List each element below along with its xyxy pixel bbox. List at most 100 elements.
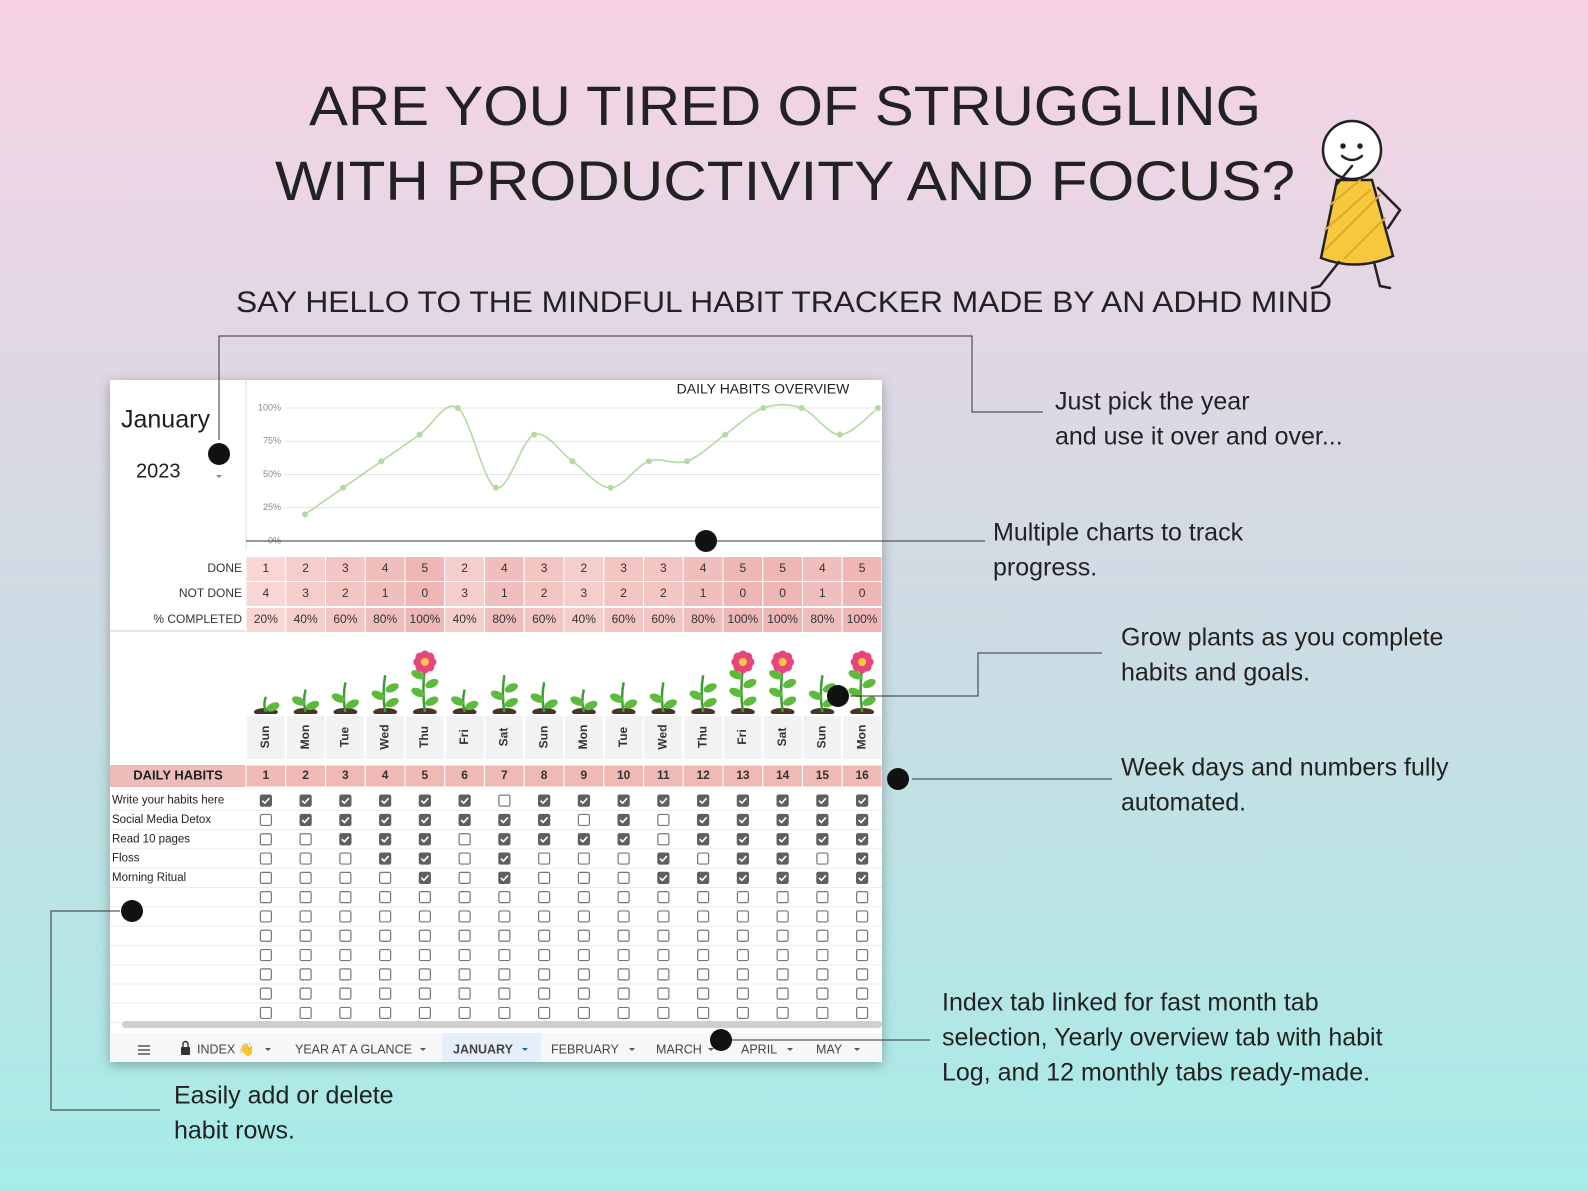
habit-name: Morning Ritual — [112, 872, 186, 884]
checkbox — [736, 871, 749, 884]
checkmark — [858, 836, 867, 843]
callout-text: habits and goals. — [1121, 659, 1310, 687]
sheet-tab[interactable]: FEBRUARY — [551, 1042, 620, 1056]
checkbox — [538, 833, 551, 846]
tab-arrow — [629, 1048, 635, 1051]
stat-cell — [802, 607, 843, 633]
checkbox — [379, 929, 392, 942]
stat-cell — [762, 556, 803, 582]
weekday-cell — [364, 714, 406, 761]
connector-line — [850, 652, 1102, 697]
day-number: 16 — [855, 768, 869, 782]
point — [302, 511, 308, 518]
checkmark — [381, 797, 390, 805]
y-tick-label: 0% — [268, 535, 281, 545]
stat-value: 0 — [422, 586, 429, 600]
sheet-tab[interactable]: MARCH — [656, 1042, 702, 1056]
checkbox — [657, 929, 670, 942]
checkmark — [738, 836, 747, 843]
point — [875, 405, 881, 411]
point — [684, 458, 690, 465]
sheet-tab[interactable]: JANUARY — [453, 1042, 514, 1056]
header-cell — [110, 765, 246, 787]
plant-leaf — [703, 697, 717, 708]
checkbox — [458, 968, 471, 981]
stat-cell — [643, 607, 684, 633]
point — [493, 484, 499, 491]
point — [798, 405, 805, 411]
plant-leaf — [769, 687, 783, 698]
lock-shackle — [182, 1040, 189, 1047]
checkbox — [299, 1006, 312, 1020]
weekday-cell — [801, 714, 844, 761]
checkbox — [816, 929, 829, 942]
stat-value: 2 — [620, 586, 627, 600]
checkmark — [778, 855, 787, 863]
checkbox — [458, 852, 471, 865]
plant-stem — [700, 674, 705, 713]
point — [722, 431, 729, 438]
checkbox — [458, 891, 471, 904]
y-tick-label: 25% — [263, 502, 281, 512]
checkbox — [458, 948, 471, 962]
checkmark — [381, 816, 390, 824]
plant-leaf — [490, 690, 504, 700]
stat-value: 40% — [572, 612, 596, 626]
lock-icon — [181, 1047, 190, 1055]
day-number: 10 — [617, 768, 631, 782]
weekday-cell — [284, 714, 327, 761]
checkbox — [776, 852, 789, 865]
connector-dot — [121, 900, 143, 922]
point — [836, 431, 843, 438]
plant-leaf — [411, 670, 425, 680]
sheet-tab[interactable]: APRIL — [741, 1042, 777, 1056]
checkbox — [418, 852, 431, 865]
day-number: 11 — [657, 768, 670, 782]
connector-dots — [121, 443, 909, 1051]
plant-leaf — [425, 678, 439, 689]
habits-header: DAILY HABITS — [133, 767, 223, 782]
sheet-tab[interactable]: MAY — [816, 1042, 843, 1056]
plant-leaf — [769, 670, 783, 680]
sheet-tab[interactable]: INDEX 👋 — [197, 1042, 254, 1057]
plant-leaf — [544, 699, 558, 709]
checkmark — [738, 816, 747, 824]
checkbox — [498, 871, 511, 884]
checkmark — [579, 836, 588, 843]
plant-leaf — [306, 700, 320, 711]
point — [760, 405, 767, 411]
checkbox — [379, 948, 392, 962]
point — [569, 458, 576, 465]
stat-value: 3 — [302, 586, 309, 600]
menu-icon — [138, 1045, 150, 1055]
checkbox — [458, 910, 471, 923]
checkbox — [577, 1006, 590, 1020]
weekday-cell — [602, 714, 645, 761]
headline: WITH PRODUCTIVITY AND FOCUS? — [275, 149, 1295, 212]
stat-value: 1 — [501, 586, 508, 600]
connector-dot — [827, 685, 849, 707]
checkbox — [299, 813, 312, 827]
flower-center — [858, 658, 867, 666]
checkbox — [856, 929, 869, 942]
checkbox — [498, 929, 511, 942]
stat-cell — [762, 607, 803, 633]
sheet-tab[interactable]: YEAR AT A GLANCE — [295, 1042, 412, 1056]
checkbox — [657, 833, 670, 846]
day-number: 13 — [736, 768, 750, 782]
plant-leaf — [584, 700, 598, 711]
checkbox — [299, 910, 312, 923]
plant-leaf — [848, 687, 862, 698]
stat-value: 1 — [382, 586, 389, 600]
checkmark — [858, 874, 867, 882]
checkbox — [538, 891, 551, 904]
weekday-cell — [841, 714, 882, 761]
checkbox — [776, 813, 789, 827]
checkmark — [778, 797, 787, 805]
checkbox — [816, 987, 829, 1000]
connector-line — [218, 335, 1043, 440]
checkmark — [420, 797, 429, 805]
checkbox — [538, 929, 551, 942]
checkbox — [617, 794, 630, 807]
checkmark — [818, 816, 827, 824]
